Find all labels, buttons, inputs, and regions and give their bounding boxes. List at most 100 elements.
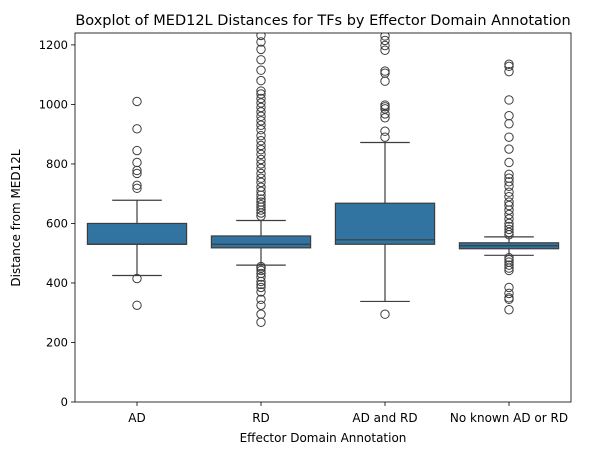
outlier-point bbox=[256, 190, 266, 200]
outlier-point bbox=[380, 109, 390, 119]
outlier-point bbox=[256, 163, 266, 174]
outlier-point bbox=[504, 205, 514, 215]
plot-area bbox=[86, 33, 560, 327]
box-group-0 bbox=[86, 96, 188, 310]
outlier-point bbox=[256, 317, 266, 327]
outlier-point bbox=[504, 144, 514, 154]
outlier-point bbox=[504, 218, 514, 229]
outlier-point bbox=[504, 95, 514, 105]
x-axis: AD RD AD and RD No known AD or RD bbox=[128, 402, 568, 425]
outlier-point bbox=[504, 305, 514, 315]
outlier-point bbox=[256, 168, 266, 179]
outlier-point bbox=[504, 263, 514, 273]
outlier-point bbox=[256, 120, 266, 130]
outlier-point bbox=[504, 66, 514, 77]
outlier-point bbox=[256, 89, 266, 99]
outlier-point bbox=[256, 44, 266, 55]
y-axis: 0 200 400 600 800 1000 1200 bbox=[39, 38, 75, 409]
outlier-point bbox=[256, 93, 266, 104]
outlier-point bbox=[256, 37, 266, 47]
outlier-point bbox=[256, 272, 266, 282]
outlier-point bbox=[504, 111, 514, 121]
outlier-point bbox=[256, 111, 266, 122]
outlier-point bbox=[380, 132, 390, 142]
outlier-point bbox=[256, 33, 266, 41]
box-group-2 bbox=[334, 33, 436, 319]
y-tick-label: 0 bbox=[61, 395, 68, 409]
y-axis-label: Distance from MED12L bbox=[9, 149, 23, 286]
outlier-point bbox=[256, 130, 266, 141]
outlier-point bbox=[256, 149, 266, 160]
y-tick-label: 400 bbox=[46, 276, 68, 290]
outlier-point bbox=[504, 260, 514, 270]
y-tick-label: 800 bbox=[46, 157, 68, 171]
outlier-point bbox=[256, 159, 266, 169]
outlier-point bbox=[132, 273, 142, 284]
outlier-point bbox=[256, 282, 266, 293]
outlier-point bbox=[256, 263, 266, 273]
outlier-point bbox=[256, 154, 266, 165]
outlier-point bbox=[504, 181, 514, 191]
outlier-point bbox=[380, 33, 390, 41]
outlier-point bbox=[504, 61, 514, 72]
outlier-point bbox=[256, 279, 266, 290]
x-tick-label: No known AD or RD bbox=[450, 411, 568, 425]
outlier-point bbox=[380, 45, 390, 55]
outlier-point bbox=[504, 227, 514, 238]
outlier-point bbox=[256, 125, 266, 135]
outlier-point bbox=[256, 140, 266, 151]
outlier-point bbox=[504, 200, 514, 211]
x-tick-label: AD and RD bbox=[352, 411, 417, 425]
outlier-point bbox=[256, 86, 266, 96]
outlier-point bbox=[132, 183, 142, 194]
outlier-point bbox=[380, 40, 390, 51]
box bbox=[210, 235, 312, 249]
outlier-point bbox=[504, 157, 514, 168]
outlier-point bbox=[256, 211, 266, 221]
outlier-point bbox=[256, 276, 266, 287]
box-group-1 bbox=[210, 33, 312, 327]
outlier-point bbox=[256, 208, 266, 218]
outlier-point bbox=[256, 205, 266, 215]
outlier-point bbox=[132, 168, 142, 179]
x-tick-label: RD bbox=[252, 411, 270, 425]
outlier-point bbox=[132, 300, 142, 310]
outlier-point bbox=[132, 145, 142, 156]
box-group-3 bbox=[458, 59, 560, 315]
outlier-point bbox=[504, 224, 514, 235]
outlier-point bbox=[380, 76, 390, 86]
outlier-point bbox=[256, 294, 266, 305]
outlier-point bbox=[256, 55, 266, 65]
outlier-point bbox=[256, 202, 266, 212]
outlier-point bbox=[504, 132, 514, 142]
chart-title: Boxplot of MED12L Distances for TFs by E… bbox=[75, 13, 570, 29]
outlier-point bbox=[504, 288, 514, 299]
outlier-point bbox=[380, 68, 390, 78]
outlier-point bbox=[380, 35, 390, 46]
outlier-point bbox=[380, 309, 390, 319]
outlier-point bbox=[504, 282, 514, 293]
outlier-point bbox=[256, 116, 266, 126]
outlier-point bbox=[256, 186, 266, 197]
outlier-point bbox=[256, 102, 266, 113]
outlier-point bbox=[132, 157, 142, 168]
y-tick-label: 1200 bbox=[39, 38, 68, 52]
outlier-point bbox=[132, 165, 142, 176]
outlier-point bbox=[504, 209, 514, 220]
y-tick-label: 600 bbox=[46, 216, 68, 230]
outlier-point bbox=[256, 75, 266, 86]
outlier-point bbox=[380, 66, 390, 76]
outlier-point bbox=[256, 98, 266, 108]
outlier-point bbox=[504, 214, 514, 224]
x-tick-label: AD bbox=[128, 411, 145, 425]
outlier-point bbox=[504, 294, 514, 305]
outlier-point bbox=[256, 136, 266, 146]
outlier-point bbox=[256, 265, 266, 276]
outlier-point bbox=[504, 265, 514, 276]
outlier-point bbox=[504, 230, 514, 240]
outlier-point bbox=[380, 126, 390, 136]
y-tick-label: 200 bbox=[46, 335, 68, 349]
outlier-point bbox=[132, 180, 142, 191]
outlier-point bbox=[504, 187, 514, 197]
outlier-point bbox=[256, 173, 266, 183]
